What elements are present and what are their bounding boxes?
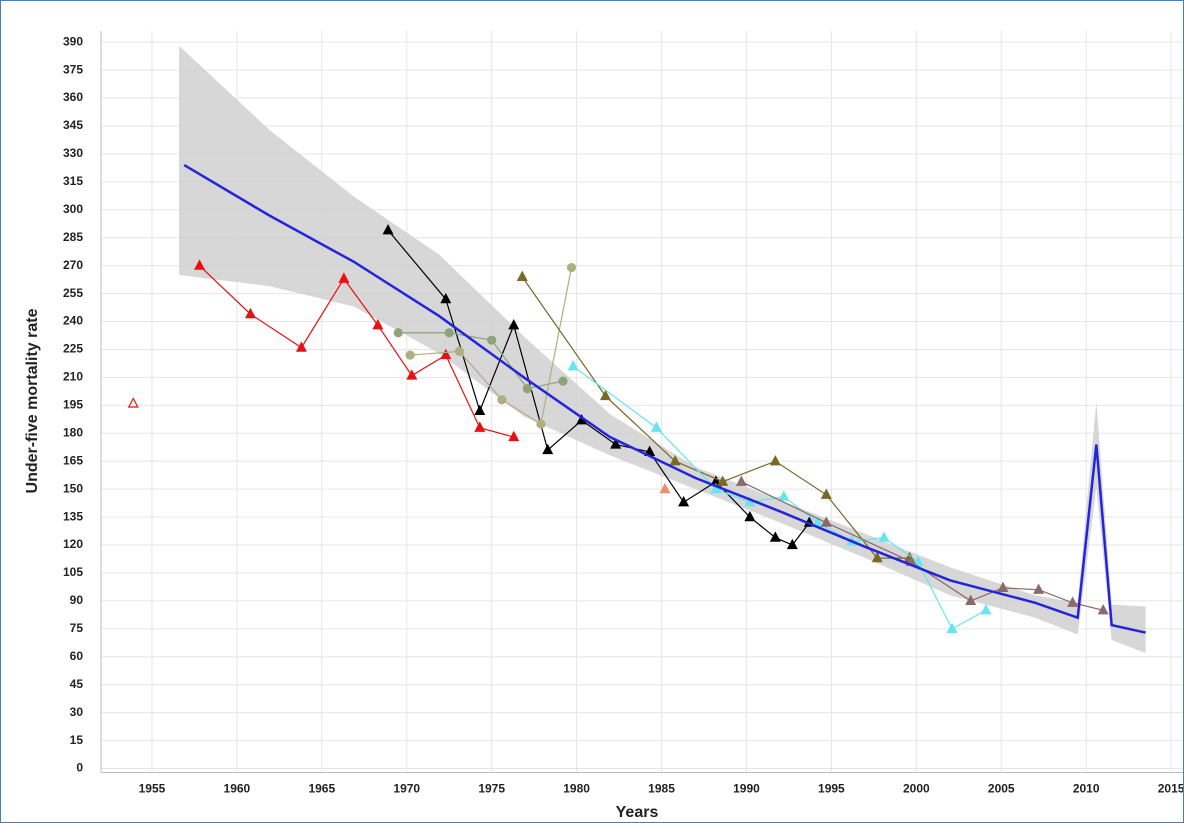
point [393, 328, 403, 338]
point [946, 622, 958, 633]
y-tick-label: 210 [63, 370, 83, 384]
point [244, 307, 256, 319]
point [567, 359, 579, 371]
y-tick-label: 120 [63, 537, 83, 551]
x-tick-label: 1960 [224, 782, 251, 796]
point [878, 531, 890, 542]
point [405, 350, 415, 360]
point [497, 395, 507, 405]
y-tick-label: 225 [63, 342, 83, 356]
point [778, 490, 790, 501]
point [1033, 583, 1045, 594]
y-tick-label: 15 [70, 733, 84, 747]
x-tick-label: 1965 [308, 782, 335, 796]
y-tick-label: 360 [63, 90, 83, 104]
y-tick-label: 30 [70, 705, 84, 719]
point [127, 397, 139, 408]
y-tick-label: 315 [63, 174, 83, 188]
point [744, 510, 756, 522]
y-tick-label: 285 [63, 230, 83, 244]
point [820, 488, 832, 499]
y-tick-label: 150 [63, 481, 83, 495]
y-tick-label: 75 [70, 621, 84, 635]
y-tick-label: 135 [63, 509, 83, 523]
x-tick-label: 1980 [563, 782, 590, 796]
point [965, 594, 977, 606]
point [769, 531, 781, 542]
x-tick-label: 1975 [478, 782, 505, 796]
y-tick-label: 90 [70, 593, 84, 607]
y-tick-label: 390 [63, 34, 83, 48]
point [912, 555, 924, 566]
point [769, 454, 781, 466]
x-tick-label: 1985 [648, 782, 675, 796]
point [382, 224, 394, 235]
point [997, 581, 1009, 592]
point [372, 318, 384, 330]
point [566, 262, 577, 273]
series-line [741, 481, 1104, 611]
y-tick-label: 375 [63, 62, 83, 76]
point [1067, 596, 1079, 607]
point [474, 421, 486, 432]
point [542, 443, 554, 455]
point [735, 475, 747, 486]
point [659, 482, 671, 494]
point [508, 318, 520, 330]
point [717, 475, 729, 486]
x-tick-label: 2000 [903, 782, 930, 796]
point [678, 495, 690, 507]
y-tick-label: 300 [63, 202, 83, 216]
point [650, 421, 662, 432]
point [522, 384, 532, 394]
point [980, 603, 992, 615]
y-tick-label: 195 [63, 398, 83, 412]
point [440, 292, 452, 304]
y-tick-label: 240 [63, 314, 83, 328]
y-tick-label: 255 [63, 286, 83, 300]
series-line [183, 164, 1146, 634]
x-tick-label: 2005 [988, 782, 1015, 796]
point [440, 348, 452, 360]
point [786, 538, 798, 550]
point [406, 369, 418, 380]
y-tick-label: 270 [63, 258, 83, 272]
point [194, 259, 206, 270]
point [710, 482, 722, 494]
point [295, 341, 307, 352]
x-tick-label: 2015 [1158, 782, 1183, 796]
x-axis-label: Years [616, 804, 659, 821]
point [508, 430, 520, 442]
point [871, 551, 883, 563]
point [536, 419, 546, 429]
y-tick-label: 45 [70, 677, 84, 691]
y-tick-label: 180 [63, 425, 83, 439]
point [487, 335, 497, 345]
point [444, 328, 454, 338]
x-tick-label: 1990 [733, 782, 760, 796]
point [338, 272, 350, 283]
y-tick-label: 165 [63, 453, 83, 467]
x-tick-label: 1955 [139, 782, 166, 796]
point [820, 516, 832, 527]
x-tick-label: 1995 [818, 782, 845, 796]
x-tick-label: 1970 [393, 782, 420, 796]
y-axis-label: Under-five mortality rate [24, 308, 41, 493]
y-tick-label: 345 [63, 118, 83, 132]
y-tick-label: 105 [63, 565, 83, 579]
y-tick-label: 0 [76, 761, 83, 775]
point [474, 404, 486, 416]
y-tick-label: 60 [70, 649, 84, 663]
point [610, 438, 622, 449]
point [454, 346, 465, 356]
point [1097, 603, 1109, 615]
y-tick-label: 330 [63, 146, 83, 160]
x-tick-label: 2010 [1073, 782, 1100, 796]
point [558, 376, 568, 386]
point [669, 454, 681, 466]
point [516, 270, 528, 281]
point [599, 389, 611, 401]
